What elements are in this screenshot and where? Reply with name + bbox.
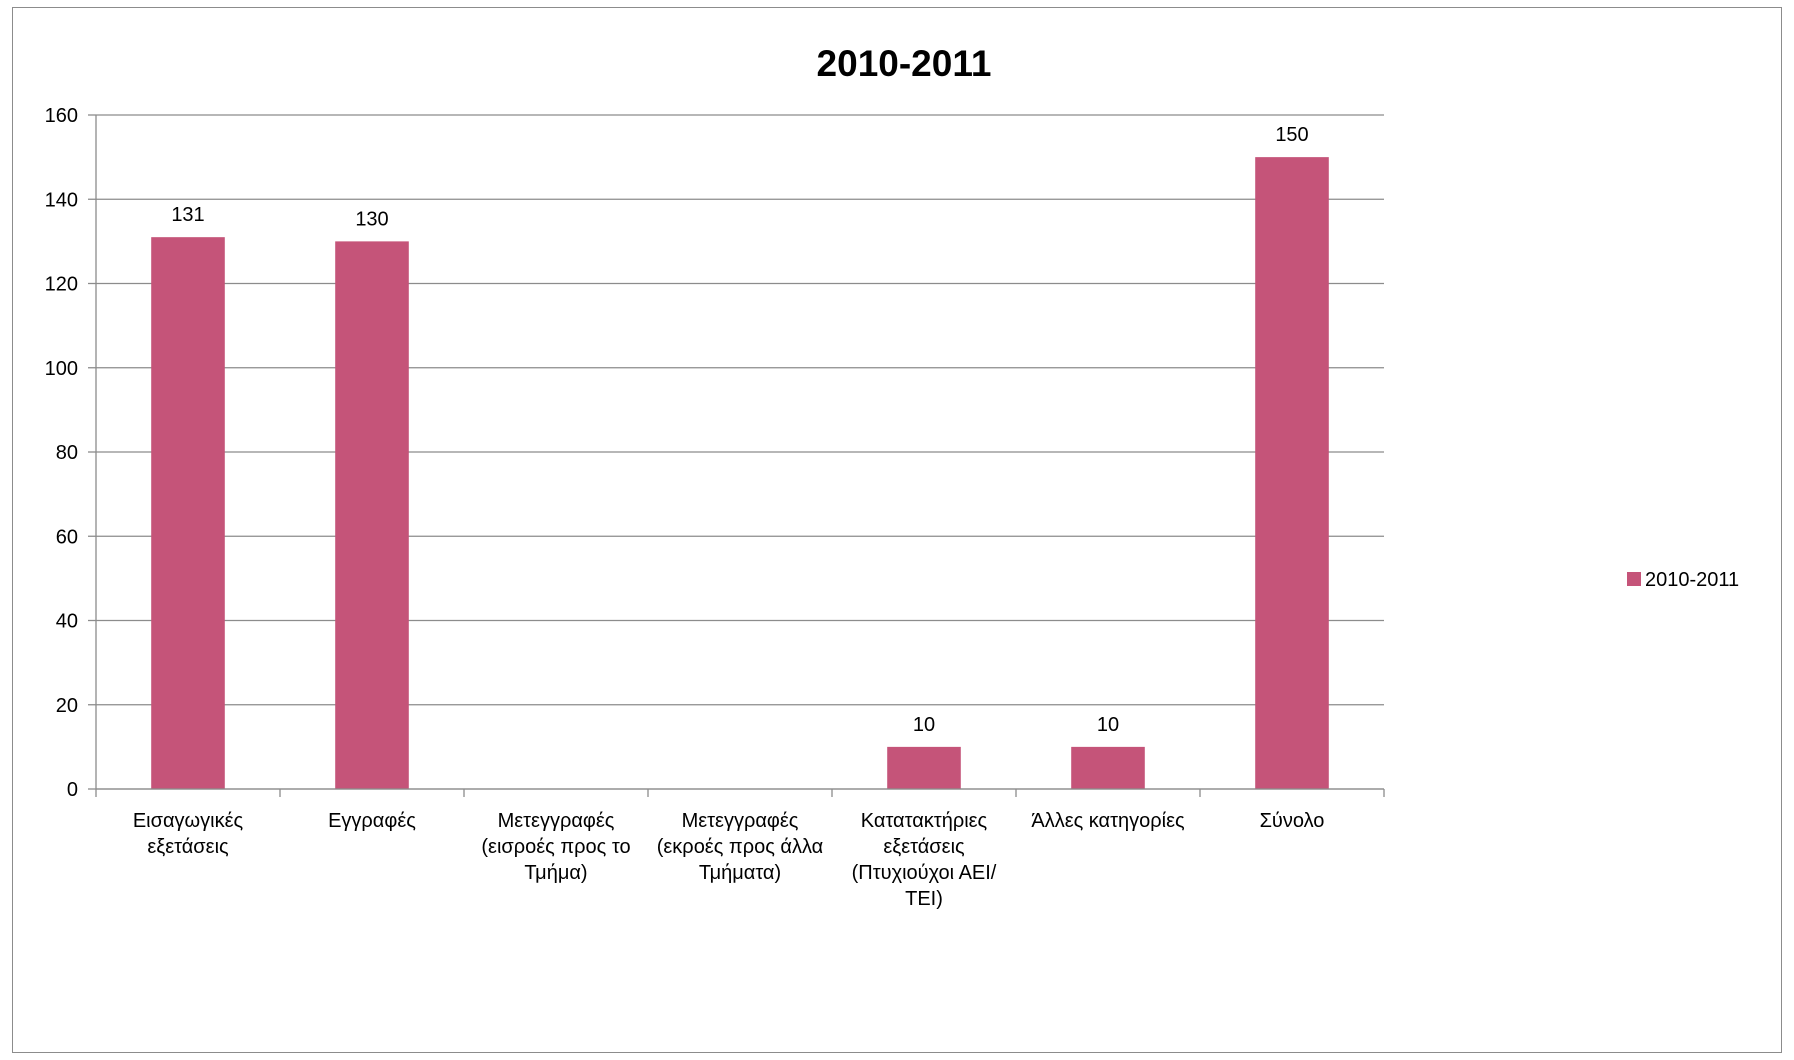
y-axis: 0 20 40 60 80 100 120 140 160 — [45, 105, 97, 801]
bar — [335, 241, 409, 789]
gridlines — [96, 114, 1384, 790]
chart-frame: 2010-2011 0 20 40 60 80 100 120 140 160 131 130 10… — [12, 7, 1782, 1053]
y-tick-label: 140 — [45, 189, 78, 211]
x-category-label-line: Εισαγωγικές — [133, 810, 244, 832]
x-category-label-line: Μετεγγραφές — [682, 810, 799, 832]
x-axis: Εισαγωγικές εξετάσεις Εγγραφές Μετεγγραφές (… — [95, 788, 1385, 910]
x-category-label-line: Μετεγγραφές — [498, 810, 615, 832]
x-category-label-line: Εγγραφές — [328, 810, 416, 832]
data-label: 130 — [355, 208, 388, 230]
y-tick-label: 160 — [45, 105, 78, 127]
y-tick-label: 20 — [56, 695, 78, 717]
x-category-label: Μετεγγραφές (εισροές προς το Τμήμα) — [481, 810, 630, 884]
x-category-label: Σύνολο — [1260, 810, 1325, 832]
data-label: 10 — [1097, 714, 1119, 736]
chart-title: 2010-2011 — [817, 43, 992, 84]
x-category-label: Εισαγωγικές εξετάσεις — [133, 810, 244, 858]
x-category-label-line: εξετάσεις — [147, 836, 229, 858]
x-category-label-line: Άλλες κατηγορίες — [1031, 810, 1185, 832]
bar — [151, 237, 225, 790]
y-tick-label: 100 — [45, 358, 78, 380]
x-category-label-line: Κατατακτήριες — [861, 810, 988, 832]
legend: 2010-2011 — [1627, 569, 1739, 591]
x-category-label: Εγγραφές — [328, 810, 416, 832]
x-category-label: Άλλες κατηγορίες — [1031, 810, 1185, 832]
x-category-label-line: Τμήματα) — [699, 862, 781, 884]
x-category-label-line: ΤΕΙ) — [905, 888, 943, 910]
data-label: 10 — [913, 714, 935, 736]
x-category-label: Μετεγγραφές (εκροές προς άλλα Τμήματα) — [657, 810, 824, 884]
x-category-label-line: (εισροές προς το — [481, 836, 630, 858]
data-label: 150 — [1275, 124, 1308, 146]
legend-label: 2010-2011 — [1645, 569, 1739, 591]
bar — [1071, 746, 1145, 789]
y-tick-label: 40 — [56, 611, 78, 633]
bar — [887, 746, 961, 789]
x-category-label-line: εξετάσεις — [883, 836, 965, 858]
y-tick-label: 80 — [56, 442, 78, 464]
y-tick-label: 120 — [45, 274, 78, 296]
data-label: 131 — [171, 204, 204, 226]
x-category-label-line: (Πτυχιούχοι ΑΕΙ/ — [852, 862, 997, 884]
bars: 131 130 10 10 150 — [151, 124, 1329, 790]
x-category-label-line: Τμήμα) — [524, 862, 587, 884]
y-tick-label: 0 — [67, 779, 78, 801]
x-category-label-line: Σύνολο — [1260, 810, 1325, 832]
y-tick-label: 60 — [56, 526, 78, 548]
legend-swatch — [1627, 572, 1641, 586]
bar-chart: 2010-2011 0 20 40 60 80 100 120 140 160 131 130 10… — [45, 43, 1740, 910]
x-category-label-line: (εκροές προς άλλα — [657, 836, 824, 858]
bar — [1255, 157, 1329, 789]
x-category-label: Κατατακτήριες εξετάσεις (Πτυχιούχοι ΑΕΙ/ΤΕ… — [852, 810, 997, 910]
